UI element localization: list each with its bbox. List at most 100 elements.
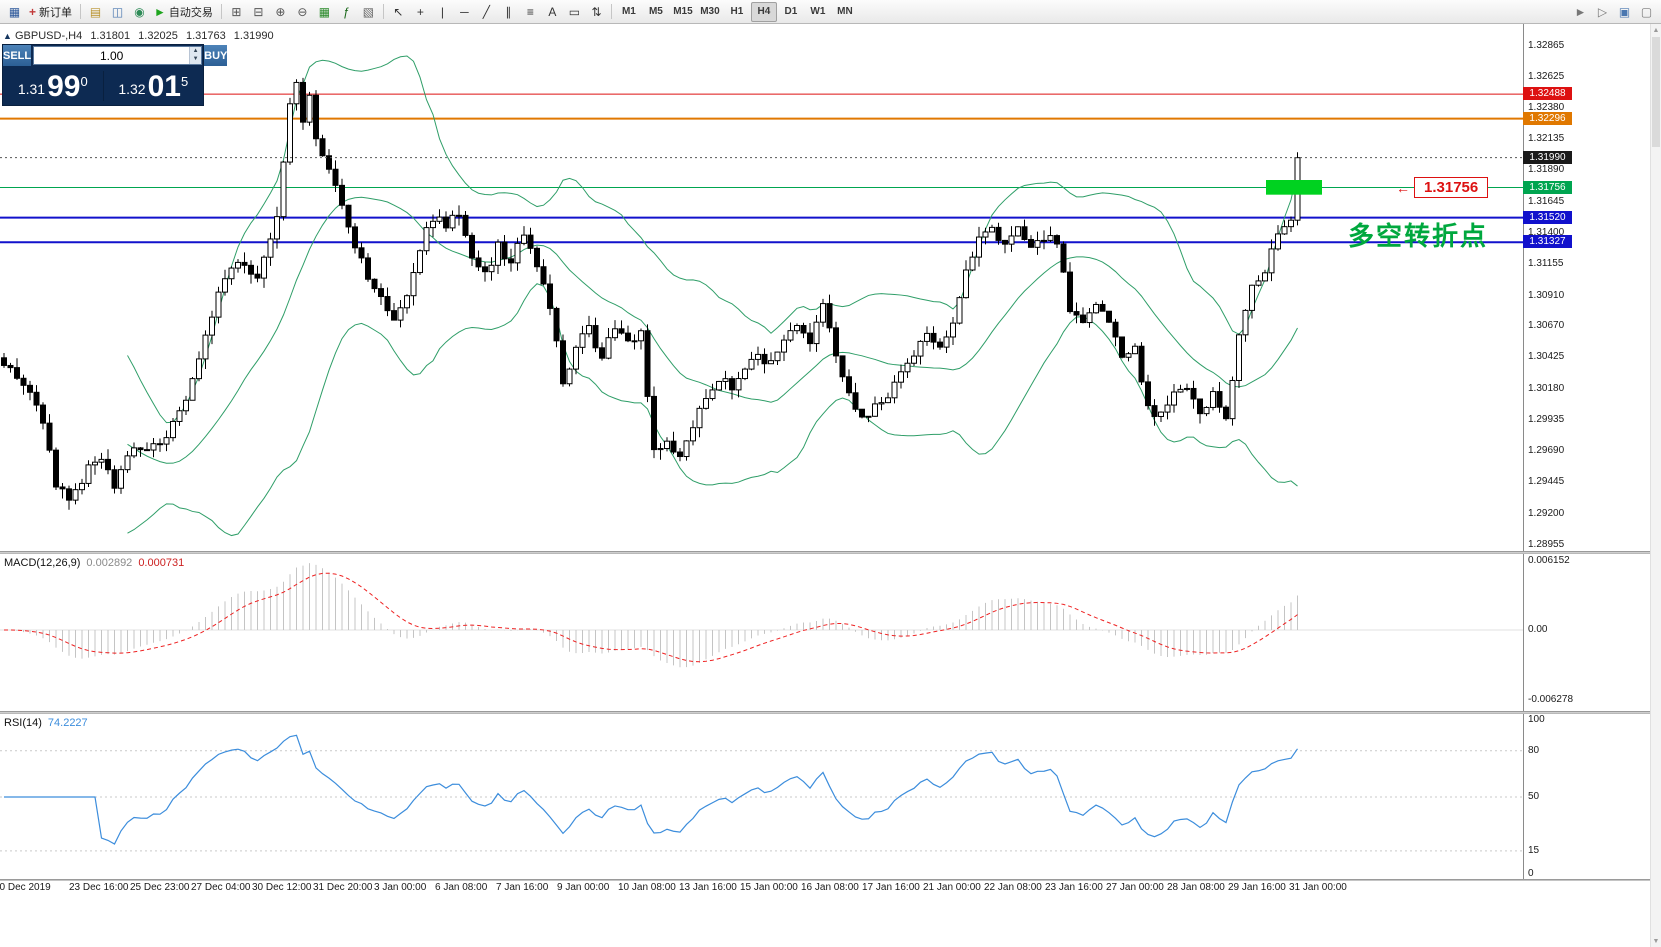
timeframe-m30-button[interactable]: M30 [700,6,720,17]
crosshair-icon[interactable]: + [416,4,424,19]
price-tag: 1.31327 [1523,235,1572,249]
time-axis-label: 13 Jan 16:00 [679,882,737,893]
timeframe-mn-button[interactable]: MN [837,6,853,17]
zoom-bars-in-icon[interactable]: ⊞ [231,4,242,19]
zoom-out-icon[interactable]: ⊖ [297,4,308,19]
zoom-in-icon[interactable]: ⊕ [275,4,286,19]
timeframe-m1-button[interactable]: M1 [621,6,636,17]
bollinger-middle-band [127,196,1298,464]
profiles-icon[interactable]: ◫ [111,4,124,19]
arrows-icon[interactable]: ⇅ [591,4,602,19]
bid-price[interactable]: 1.31 99 0 [3,69,103,103]
rsi-line [4,734,1298,845]
rsi-panel-chart[interactable] [0,714,1661,879]
new-window-icon[interactable]: ▣ [1618,4,1631,19]
time-axis-label: 7 Jan 16:00 [496,882,549,893]
time-axis-separator [0,879,1661,881]
price-chart[interactable] [0,24,1661,551]
price-tag: 1.31990 [1523,150,1572,164]
label-icon[interactable]: ▭ [568,4,581,19]
app-icon: ▦ [8,4,21,19]
autotrading-button[interactable]: ► 自动交易 [150,2,217,22]
scroll-down-icon[interactable]: ▼ [1652,937,1660,945]
hline-icon[interactable]: ─ [460,4,469,19]
timeframe-m5-button[interactable]: M5 [648,6,663,17]
price-axis-label: 1.31400 [1528,226,1565,238]
volume-spinner: ▲ ▼ [189,47,202,64]
macd-main-value: 0.002892 [86,557,133,569]
autotrading-icon: ► [154,4,166,19]
time-axis-label: 25 Dec 23:00 [130,882,190,893]
time-axis-label: 27 Jan 00:00 [1106,882,1164,893]
price-axis-label: 1.30910 [1528,289,1565,301]
new-order-button[interactable]: + 新订单 [25,2,76,22]
chart-shift-icon[interactable]: ► [1574,4,1587,19]
timeframe-h1-button[interactable]: H1 [730,6,744,17]
one-click-collapse-icon[interactable]: ▲ [3,31,12,41]
macd-indicator-label: MACD(12,26,9) 0.002892 0.000731 [4,557,184,569]
timeframe-m15-button[interactable]: M15 [673,6,693,17]
trendline-icon[interactable]: ╱ [482,4,491,19]
panel-separator-macd[interactable] [0,551,1661,554]
chart-symbol: GBPUSD-,H4 [15,30,83,42]
rsi-indicator-label: RSI(14) 74.2227 [4,717,88,729]
price-axis-label: 1.29935 [1528,413,1565,425]
bid-prefix: 1.31 [17,80,46,97]
price-axis-label: 1.31645 [1528,195,1565,207]
templates-icon[interactable]: ▧ [362,4,375,19]
text-icon[interactable]: A [548,4,557,19]
rsi-axis-label: 100 [1528,714,1545,725]
macd-panel-chart[interactable] [0,554,1661,711]
volume-box: ▲ ▼ [33,46,203,65]
ask-price[interactable]: 1.32 01 5 [104,69,204,103]
timeframe-w1-button[interactable]: W1 [810,6,826,17]
vline-icon[interactable]: | [440,4,444,19]
vertical-scrollbar[interactable]: ▲ ▼ [1650,24,1661,947]
time-axis-label: 31 Dec 20:00 [313,882,373,893]
price-tag: 1.32488 [1523,87,1572,101]
arrange-windows-icon[interactable]: ▢ [1640,4,1653,19]
indicators-icon[interactable]: ƒ [343,4,350,19]
price-axis-label: 1.32380 [1528,101,1565,113]
timeframe-h4-button[interactable]: H4 [750,1,777,22]
toolbar-group-line-studies: ↖ + | ─ ╱ ∥ ≡ A ▭ ⇅ [388,2,607,22]
support-zone-rect[interactable] [1266,180,1322,195]
auto-scroll-icon[interactable]: ▷ [1597,4,1608,19]
volume-down-button[interactable]: ▼ [190,55,202,64]
scroll-up-icon[interactable]: ▲ [1652,26,1660,34]
chart-high: 1.32025 [138,30,178,42]
price-axis-label: 1.30670 [1528,320,1565,332]
time-axis-label: 17 Jan 16:00 [862,882,920,893]
price-axis-line [1523,24,1524,881]
turning-point-annotation[interactable]: 多空转折点 [1348,221,1489,251]
time-axis-label: 22 Jan 08:00 [984,882,1042,893]
panel-separator-rsi[interactable] [0,711,1661,714]
bollinger-lower-band [127,283,1298,537]
fibonacci-icon[interactable]: ≡ [526,4,534,19]
ask-sup: 5 [180,73,189,89]
time-axis-label: 30 Dec 12:00 [252,882,312,893]
volume-input[interactable] [34,47,190,64]
channel-icon[interactable]: ∥ [505,4,512,19]
price-callout-box[interactable]: 1.31756 [1414,177,1489,198]
price-axis-label: 1.29445 [1528,476,1565,488]
buy-button[interactable]: BUY [204,45,228,66]
price-axis-label: 1.32625 [1528,70,1565,82]
grid-icon[interactable]: ▦ [318,4,331,19]
volume-up-button[interactable]: ▲ [190,47,202,56]
globe-icon[interactable]: ◉ [134,4,145,19]
charts-icon[interactable]: ▤ [89,4,102,19]
price-axis-label: 1.29200 [1528,507,1565,519]
time-axis-label: 20 Dec 2019 [0,882,51,893]
zoom-bars-out-icon[interactable]: ⊟ [253,4,264,19]
scroll-thumb[interactable] [1652,37,1660,147]
time-axis-label: 29 Jan 16:00 [1228,882,1286,893]
toolbar: ▦ + 新订单 ▤ ◫ ◉ ► 自动交易 ⊞ ⊟ ⊕ ⊖ ▦ ƒ ▧ ↖ + | ─ ╱ ∥ ≡ A ▭ ⇅ M1… [0,0,1661,24]
cursor-icon[interactable]: ↖ [393,4,404,19]
bollinger-upper-band [127,55,1298,424]
price-axis-label: 1.30180 [1528,382,1565,394]
price-axis-label: 1.32135 [1528,133,1565,145]
rsi-value: 74.2227 [47,717,88,729]
timeframe-d1-button[interactable]: D1 [784,6,798,17]
sell-button[interactable]: SELL [3,45,32,66]
